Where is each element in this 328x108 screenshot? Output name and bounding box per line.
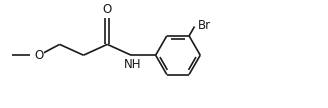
Text: Br: Br	[198, 19, 211, 32]
Text: O: O	[103, 3, 112, 16]
Text: NH: NH	[124, 58, 141, 71]
Text: O: O	[34, 49, 44, 62]
